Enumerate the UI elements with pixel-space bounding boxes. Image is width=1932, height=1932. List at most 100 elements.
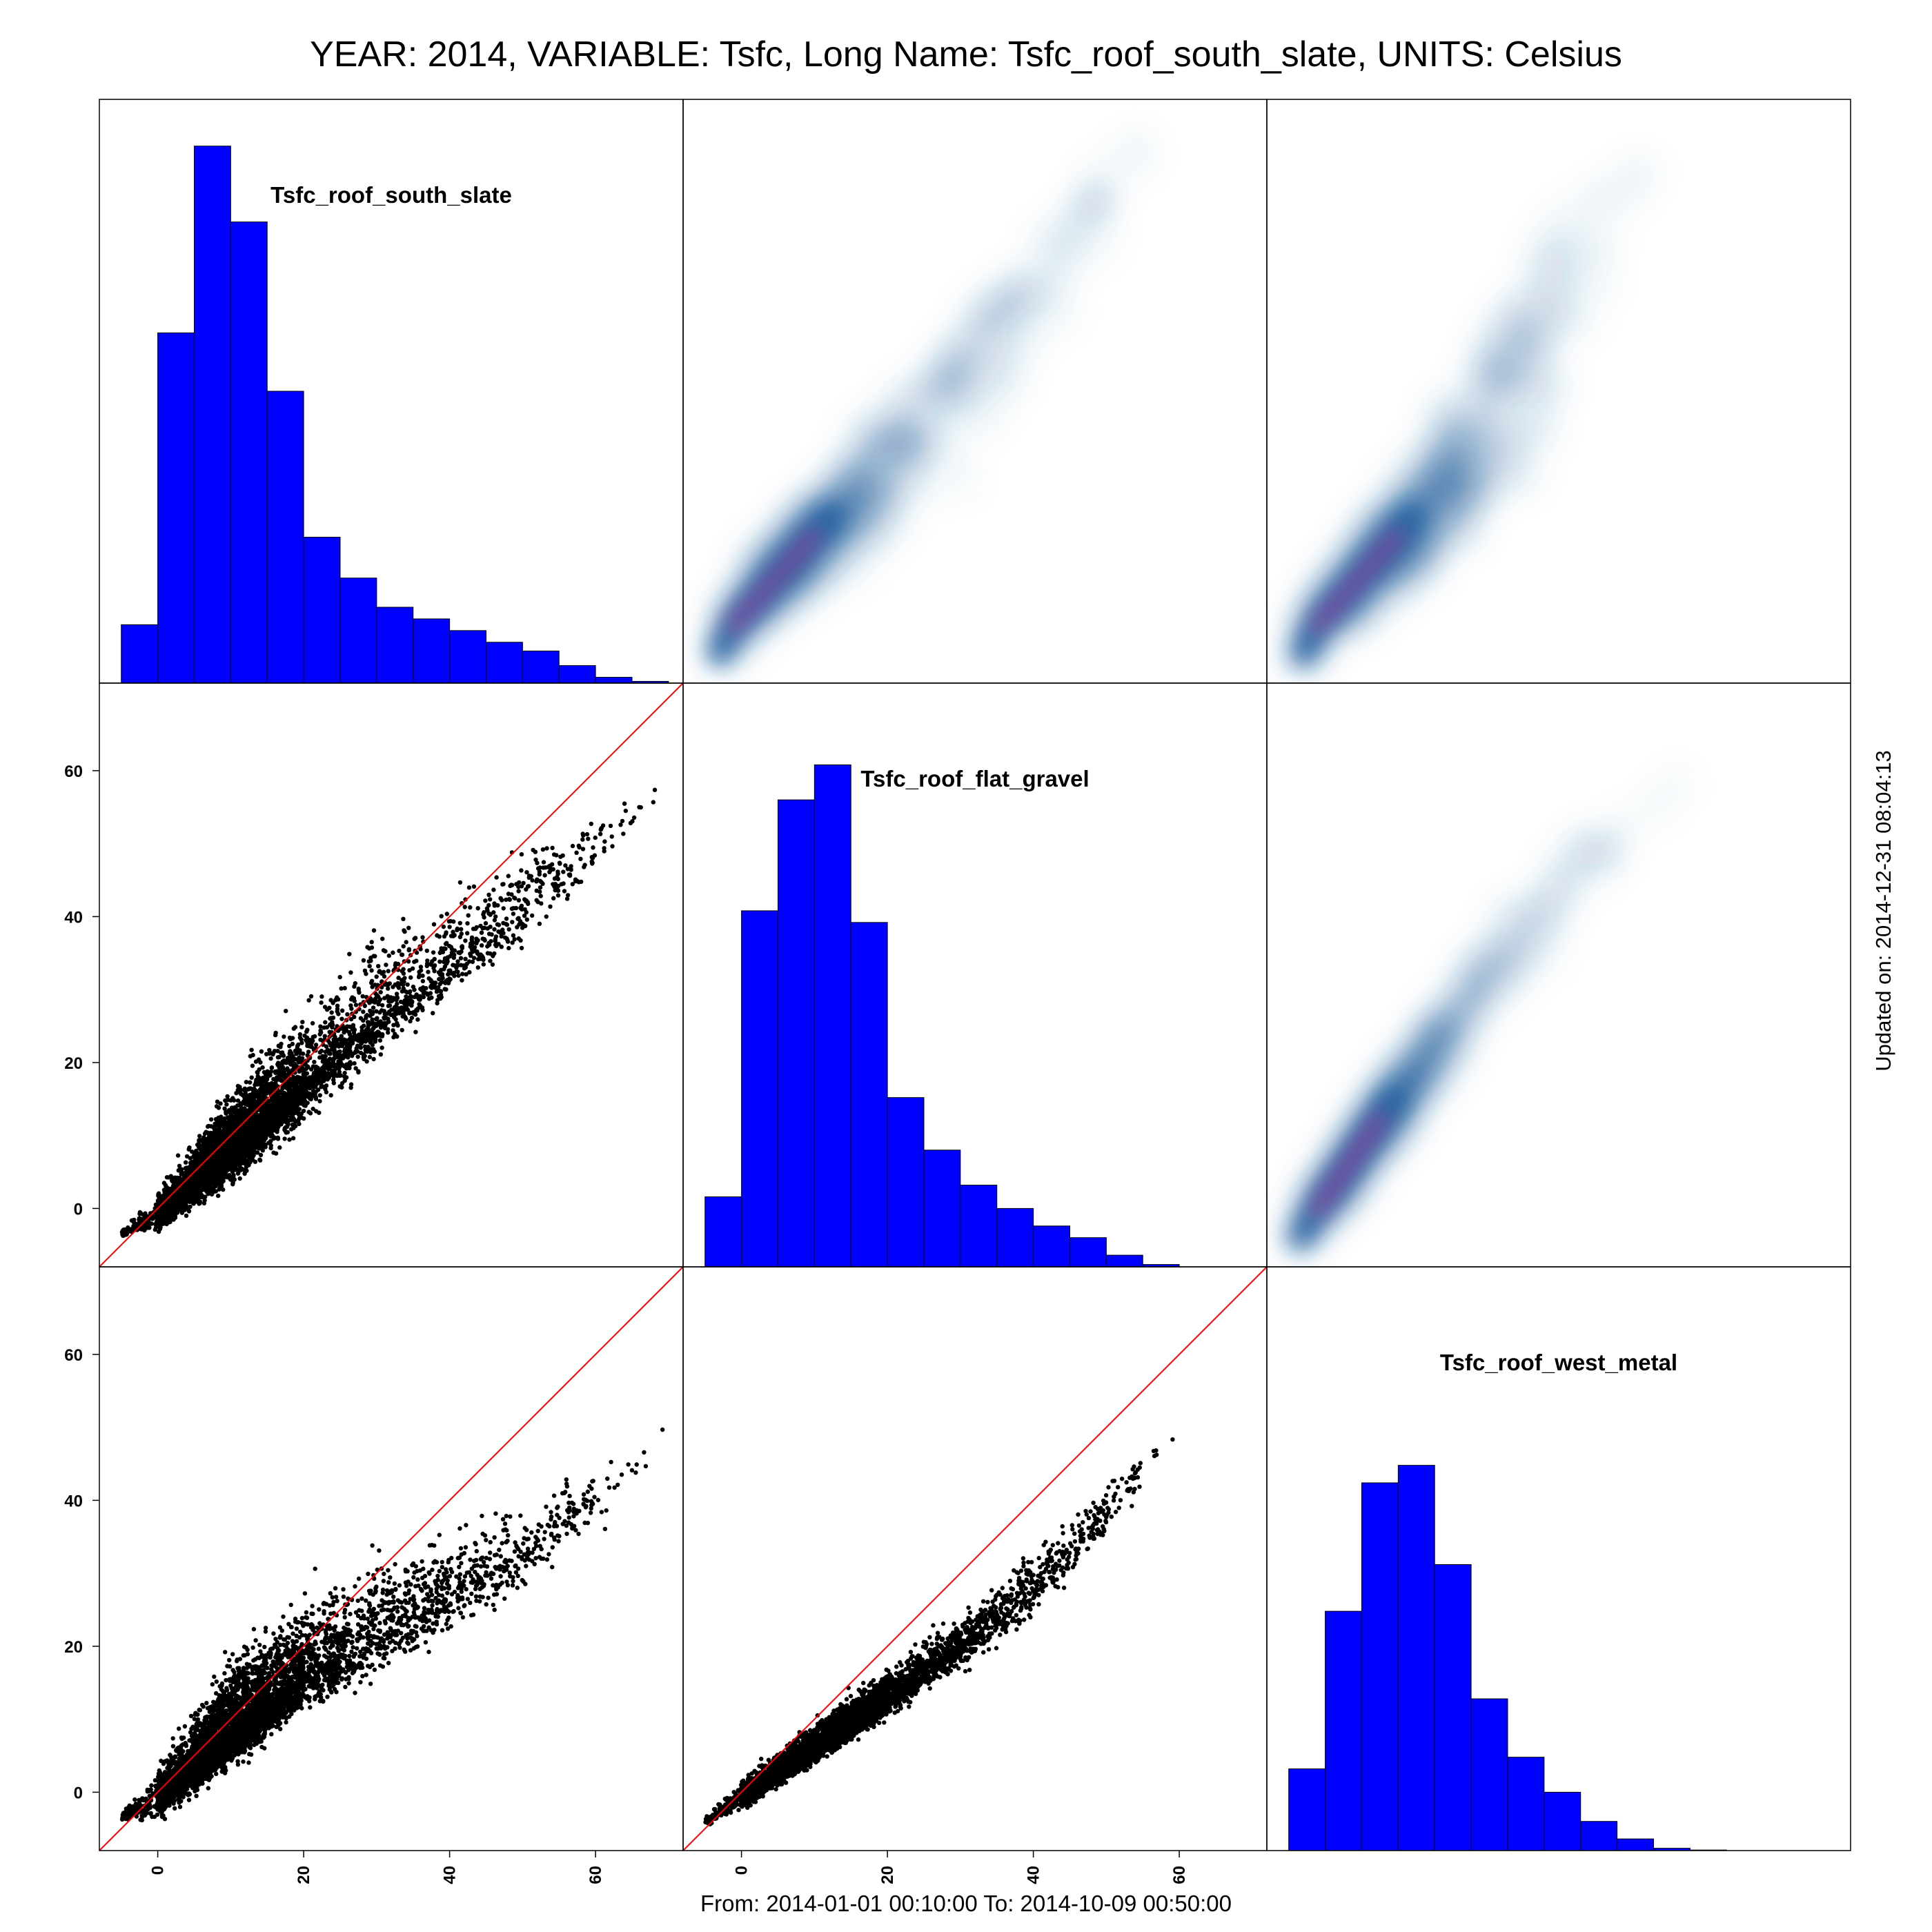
scatter-point: [591, 845, 595, 850]
scatter-point: [322, 1078, 326, 1083]
scatter-point: [164, 1201, 168, 1207]
scatter-point: [506, 927, 511, 932]
scatter-point: [344, 1075, 349, 1080]
scatter-point: [621, 831, 626, 836]
scatter-point: [364, 1059, 369, 1064]
scatter-point: [459, 927, 464, 931]
scatter-point: [504, 897, 509, 903]
scatter-point: [460, 972, 465, 976]
scatter-point: [299, 1058, 304, 1063]
scatter-point: [342, 1026, 347, 1031]
scatter-point: [486, 931, 492, 936]
scatter-point: [288, 1049, 293, 1054]
scatter-point: [274, 1100, 279, 1105]
scatter-point: [424, 963, 429, 969]
scatter-point: [284, 1104, 288, 1110]
scatter-point: [367, 946, 372, 951]
scatter-point: [457, 880, 463, 885]
scatter-point: [499, 945, 504, 949]
scatter-point: [519, 852, 524, 857]
scatter-point: [371, 928, 377, 933]
histogram-bar: [266, 391, 304, 684]
scatter-point: [315, 1065, 320, 1070]
scatter-point: [347, 952, 352, 956]
scatter-point: [317, 1050, 322, 1055]
scatter-point: [446, 972, 451, 977]
scatter-point: [378, 1019, 383, 1024]
scatter-point: [455, 926, 460, 931]
histogram-bar: [1288, 1768, 1326, 1851]
histogram-bar: [777, 799, 815, 1268]
scatter-point: [386, 986, 391, 991]
scatter-point: [510, 920, 515, 925]
scatter-point: [188, 1156, 193, 1161]
scatter-point: [306, 1049, 311, 1054]
scatter-point: [328, 998, 333, 1003]
scatter-point: [431, 965, 436, 971]
scatter-point: [339, 1054, 345, 1059]
scatter-point: [432, 956, 437, 962]
histogram-bar: [1434, 1564, 1472, 1851]
scatter-point: [374, 974, 379, 979]
scatter-point: [250, 1063, 255, 1068]
scatter-point: [394, 998, 399, 1003]
scatter-point: [379, 1008, 384, 1013]
scatter-point: [377, 1038, 383, 1043]
scatter-point: [249, 1075, 254, 1080]
scatter-point: [523, 923, 528, 929]
scatter-point: [217, 1127, 221, 1133]
scatter-point: [248, 1080, 253, 1085]
scatter-point: [495, 903, 500, 908]
scatter-point: [304, 1038, 308, 1043]
scatter-point: [339, 1034, 344, 1038]
scatter-point: [442, 956, 448, 961]
scatter-point: [445, 978, 450, 983]
chart-title: YEAR: 2014, VARIABLE: Tsfc, Long Name: T…: [310, 34, 1622, 75]
scatter-point: [444, 931, 448, 936]
scatter-point: [544, 914, 549, 919]
histogram-bar: [1580, 1821, 1618, 1851]
scatter-point: [329, 1010, 334, 1015]
histogram-bar: [376, 607, 414, 684]
scatter-point: [243, 1089, 248, 1094]
scatter-point: [358, 1045, 363, 1050]
scatter-point: [290, 1041, 295, 1047]
scatter-point: [366, 1022, 371, 1027]
scatter-point: [364, 1049, 368, 1054]
scatter-point: [455, 959, 460, 964]
scatter-point: [466, 913, 471, 918]
scatter-point: [531, 847, 535, 853]
scatter-point: [366, 1027, 371, 1032]
scatter-point: [247, 1156, 252, 1161]
scatter-point: [522, 897, 527, 902]
scatter-point: [400, 1027, 404, 1033]
scatter-point: [552, 884, 557, 889]
scatter-point: [368, 1008, 373, 1014]
scatter-point: [290, 1136, 296, 1141]
scatter-point: [362, 1053, 366, 1058]
scatter-point: [511, 911, 516, 916]
scatter-point: [303, 1103, 308, 1108]
scatter-point: [454, 965, 459, 970]
scatter-point: [401, 944, 406, 949]
scatter-point: [482, 910, 486, 915]
scatter-point: [576, 843, 581, 849]
scatter-point: [279, 1041, 284, 1047]
scatter-point: [538, 865, 542, 870]
scatter-point: [225, 1094, 230, 1099]
scatter-point: [376, 1002, 381, 1007]
scatter-point: [378, 1052, 383, 1057]
scatter-point: [379, 971, 384, 976]
scatter-point: [288, 1036, 293, 1042]
scatter-point: [274, 1108, 279, 1113]
scatter-point: [555, 888, 561, 894]
scatter-point: [323, 1020, 328, 1025]
scatter-point: [437, 981, 442, 987]
scatter-point: [293, 1107, 298, 1112]
scatter-point: [297, 1076, 303, 1081]
scatter-point: [631, 815, 637, 820]
scatter-point: [408, 1018, 413, 1024]
scatter-point: [537, 869, 542, 874]
scatter-point: [391, 1028, 395, 1033]
scatter-point: [403, 1014, 408, 1020]
